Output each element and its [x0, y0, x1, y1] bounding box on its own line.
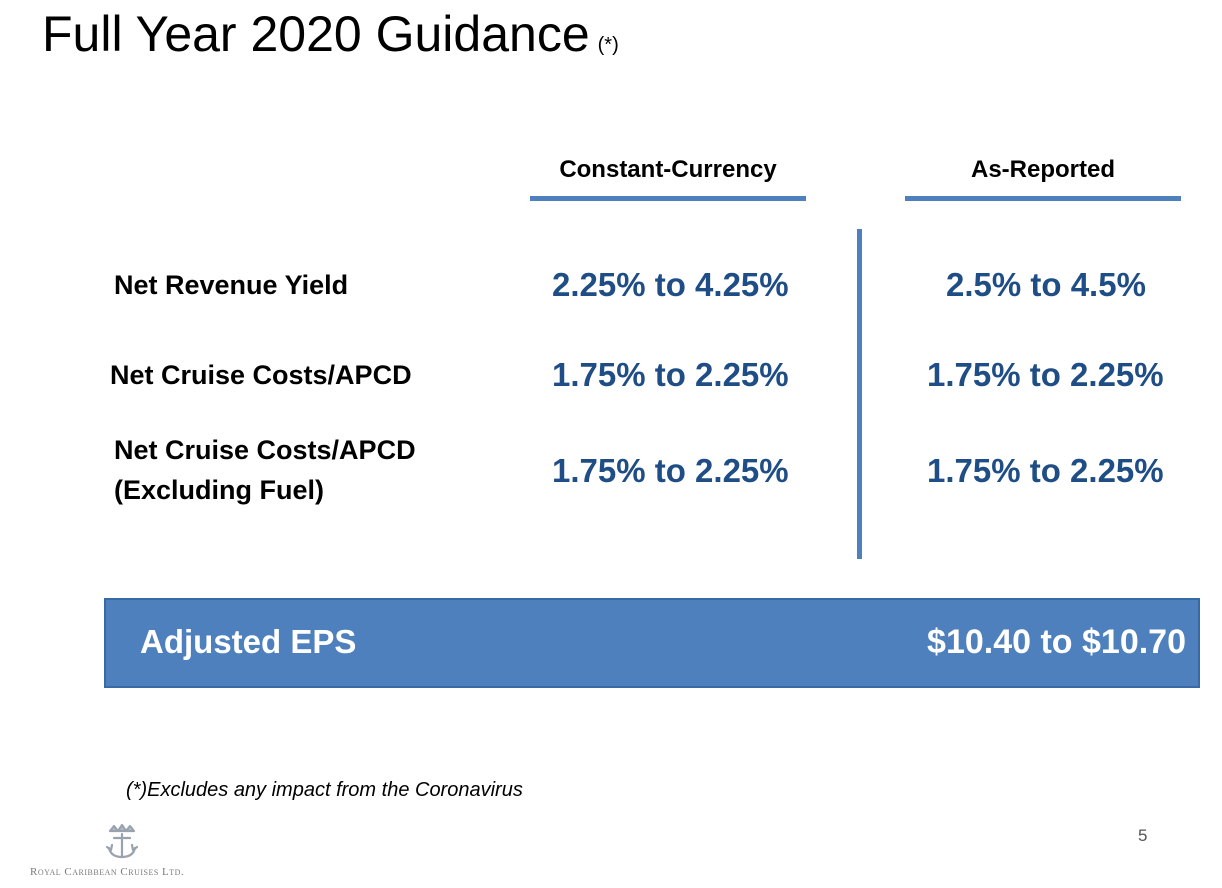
- column-underline-as-reported: [905, 196, 1181, 201]
- adjusted-eps-value: $10.40 to $10.70: [927, 623, 1186, 661]
- company-logo-text: Royal Caribbean Cruises Ltd.: [30, 866, 185, 878]
- column-underline-constant-currency: [530, 196, 806, 201]
- column-divider: [857, 229, 862, 559]
- crown-anchor-icon: [105, 823, 139, 859]
- footnote: (*)Excludes any impact from the Coronavi…: [126, 779, 523, 801]
- page-title: Full Year 2020 Guidance (*): [42, 2, 619, 77]
- adjusted-eps-banner: [104, 598, 1200, 688]
- row-value-net-cruise-costs-excl-fuel-as-reported: 1.75% to 2.25%: [927, 452, 1164, 489]
- row-label-net-revenue-yield: Net Revenue Yield: [114, 270, 349, 300]
- row-label-net-cruise-costs-excl-fuel-line1: Net Cruise Costs/APCD: [114, 435, 416, 465]
- title-footnote-marker: (*): [597, 34, 619, 56]
- page-number: 5: [1138, 826, 1148, 845]
- row-value-net-cruise-costs-constant-currency: 1.75% to 2.25%: [552, 356, 789, 393]
- row-label-net-cruise-costs-excl-fuel-line2: (Excluding Fuel): [114, 475, 325, 505]
- row-value-net-revenue-yield-constant-currency: 2.25% to 4.25%: [552, 266, 789, 303]
- page-title-text: Full Year 2020 Guidance: [42, 6, 590, 62]
- row-value-net-cruise-costs-as-reported: 1.75% to 2.25%: [927, 356, 1164, 393]
- row-value-net-revenue-yield-as-reported: 2.5% to 4.5%: [946, 266, 1146, 303]
- column-header-constant-currency: Constant-Currency: [559, 156, 777, 183]
- company-logo: Royal Caribbean Cruises Ltd.: [30, 822, 220, 882]
- adjusted-eps-label: Adjusted EPS: [140, 623, 357, 660]
- column-header-as-reported: As-Reported: [970, 156, 1115, 183]
- row-label-net-cruise-costs: Net Cruise Costs/APCD: [110, 360, 412, 390]
- row-value-net-cruise-costs-excl-fuel-constant-currency: 1.75% to 2.25%: [552, 452, 789, 489]
